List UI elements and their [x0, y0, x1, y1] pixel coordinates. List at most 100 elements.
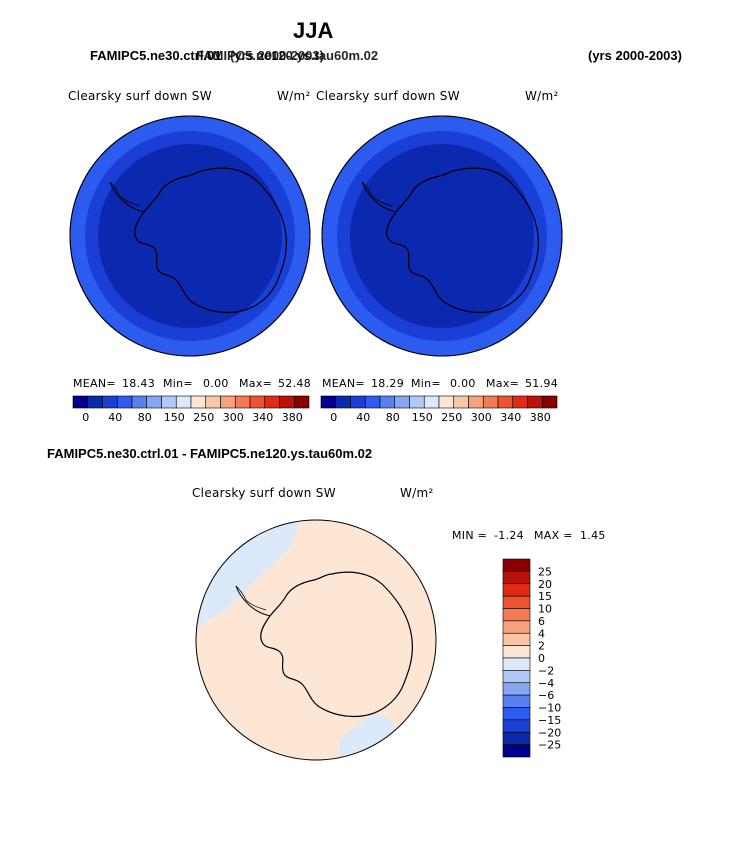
- panel1-max-label: Max=: [239, 377, 273, 390]
- season-title: JJA: [293, 18, 334, 43]
- panel1-mean-label: MEAN=: [73, 377, 116, 390]
- colorbar-swatch: [146, 395, 162, 409]
- colorbar-swatch: [102, 395, 118, 409]
- colorbar-tick-label: −10: [538, 702, 561, 715]
- diff-title: FAMIPC5.ne30.ctrl.01 - FAMIPC5.ne120.ys.…: [47, 446, 373, 461]
- colorbar-tick-label: 150: [412, 411, 433, 424]
- case-left-years: (yrs 2000-2003): [230, 48, 324, 63]
- panel1-units: W/m²: [277, 89, 311, 103]
- colorbar-swatch: [502, 645, 531, 659]
- case-left-title: FAMIPC5.ne30.ctrl.01: [90, 48, 222, 63]
- colorbar-swatch: [293, 395, 310, 409]
- case-right-years: (yrs 2000-2003): [588, 48, 682, 63]
- case-right-title: FAMIPC5.ne120.ys.tau60m.02: [196, 48, 379, 63]
- panel1-map: [69, 115, 311, 357]
- colorbar-tick-label: −2: [538, 664, 554, 677]
- panel2-max-label: Max=: [486, 377, 520, 390]
- diff-min-value: -1.24: [494, 529, 524, 542]
- panel2-map: [321, 115, 563, 357]
- colorbar-tick-label: 300: [471, 411, 492, 424]
- colorbar-swatch: [320, 395, 337, 409]
- panel2-units: W/m²: [525, 89, 559, 103]
- colorbar-swatch: [161, 395, 177, 409]
- colorbar-swatch: [249, 395, 266, 409]
- diff-variable: Clearsky surf down SW: [192, 486, 336, 500]
- colorbar-swatch: [502, 707, 531, 721]
- panel1-colorbar: 0 40 80 150 250 300 340 380: [72, 395, 310, 424]
- colorbar-swatch: [264, 395, 280, 409]
- colorbar-tick-label: 0: [538, 652, 545, 665]
- diff-max-value: 1.45: [580, 529, 606, 542]
- colorbar-swatch: [502, 744, 531, 758]
- colorbar-tick-label: 340: [252, 411, 273, 424]
- panel2-min-value: 0.00: [450, 377, 476, 390]
- panel1-variable: Clearsky surf down SW: [68, 89, 212, 103]
- colorbar-swatch: [379, 395, 396, 409]
- colorbar-swatch: [205, 395, 221, 409]
- colorbar-tick-label: 250: [193, 411, 214, 424]
- colorbar-swatch: [220, 395, 236, 409]
- colorbar-tick-label: −20: [538, 726, 561, 739]
- diff-min-label: MIN =: [452, 529, 488, 542]
- colorbar-swatch: [502, 632, 531, 646]
- colorbar-tick-label: 380: [530, 411, 551, 424]
- colorbar-swatch: [234, 395, 251, 409]
- colorbar-swatch: [512, 395, 528, 409]
- colorbar-tick-label: 20: [538, 578, 552, 591]
- colorbar-swatch: [364, 395, 381, 409]
- colorbar-tick-label: 250: [441, 411, 462, 424]
- colorbar-swatch: [502, 558, 531, 572]
- colorbar-tick-label: 380: [282, 411, 303, 424]
- colorbar-swatch: [468, 395, 484, 409]
- panel2-min-label: Min=: [411, 377, 441, 390]
- panel2-colorbar: 0 40 80 150 250 300 340 380: [320, 395, 558, 424]
- colorbar-swatch: [438, 395, 455, 409]
- panel2-mean-value: 18.29: [371, 377, 404, 390]
- colorbar-tick-label: 6: [538, 615, 545, 628]
- colorbar-tick-label: 0: [330, 411, 337, 424]
- panel2-max-value: 51.94: [525, 377, 558, 390]
- colorbar-swatch: [409, 395, 425, 409]
- colorbar-tick-label: 340: [500, 411, 521, 424]
- colorbar-swatch: [502, 608, 531, 622]
- colorbar-swatch: [87, 395, 103, 409]
- colorbar-tick-label: 80: [138, 411, 152, 424]
- colorbar-swatch: [502, 595, 531, 609]
- panel1-min-value: 0.00: [203, 377, 229, 390]
- colorbar-tick-label: 40: [108, 411, 122, 424]
- colorbar-swatch: [502, 620, 531, 634]
- colorbar-swatch: [335, 395, 351, 409]
- panel2-inner-disk: [350, 144, 534, 328]
- colorbar-swatch: [502, 670, 531, 684]
- colorbar-swatch: [497, 395, 514, 409]
- colorbar-swatch: [72, 395, 89, 409]
- colorbar-tick-label: 4: [538, 627, 545, 640]
- colorbar-tick-label: −6: [538, 689, 554, 702]
- colorbar-swatch: [394, 395, 410, 409]
- panel1-max-value: 52.48: [278, 377, 311, 390]
- colorbar-swatch: [453, 395, 469, 409]
- colorbar-tick-label: 40: [356, 411, 370, 424]
- colorbar-tick-label: 15: [538, 590, 552, 603]
- colorbar-tick-label: −15: [538, 714, 561, 727]
- colorbar-swatch: [541, 395, 558, 409]
- colorbar-swatch: [502, 657, 531, 671]
- colorbar-tick-label: −4: [538, 677, 554, 690]
- colorbar-swatch: [502, 583, 531, 597]
- panel1-min-label: Min=: [163, 377, 193, 390]
- colorbar-swatch: [502, 719, 531, 733]
- colorbar-tick-label: 25: [538, 565, 552, 578]
- colorbar-swatch: [175, 395, 192, 409]
- colorbar-swatch: [423, 395, 440, 409]
- colorbar-swatch: [279, 395, 295, 409]
- colorbar-swatch: [502, 731, 531, 745]
- colorbar-swatch: [131, 395, 148, 409]
- colorbar-swatch: [482, 395, 499, 409]
- panel1-mean-value: 18.43: [122, 377, 155, 390]
- colorbar-swatch: [502, 571, 531, 585]
- diff-map: [195, 519, 437, 761]
- colorbar-tick-label: 0: [82, 411, 89, 424]
- colorbar-tick-label: 150: [164, 411, 185, 424]
